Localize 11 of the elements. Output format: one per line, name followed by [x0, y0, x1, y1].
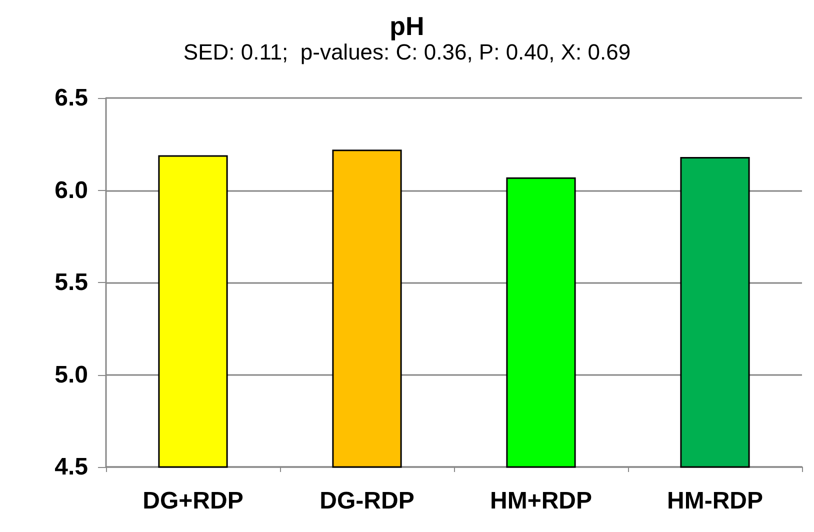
x-tick-label: HM-RDP [667, 488, 763, 514]
y-tick-label: 6.0 [54, 176, 88, 204]
chart-title: pH [390, 11, 424, 41]
y-tick-label: 4.5 [54, 454, 88, 480]
y-tick-label: 6.5 [54, 84, 88, 112]
x-tick-label: HM+RDP [490, 488, 592, 514]
chart-subtitle: SED: 0.11; p-values: C: 0.36, P: 0.40, X: 0.69 [183, 40, 631, 64]
x-tick-label: DG-RDP [320, 488, 414, 514]
y-tick-label: 5.5 [54, 269, 88, 296]
y-tick-label: 5.0 [54, 361, 88, 388]
x-tick-label: DG+RDP [142, 488, 244, 514]
